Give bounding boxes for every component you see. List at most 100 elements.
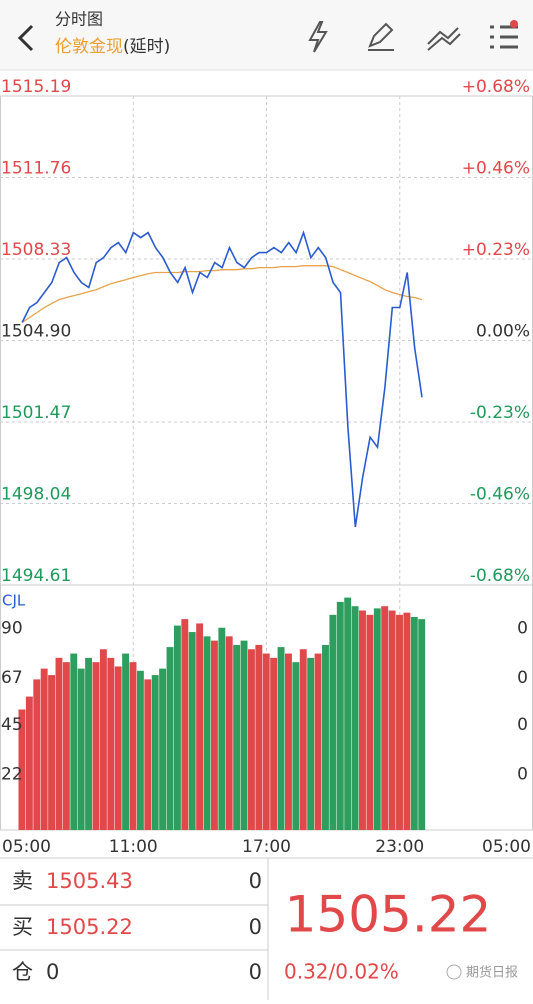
- volume-bar: [366, 614, 374, 830]
- volume-bar: [373, 608, 381, 830]
- volume-bar: [62, 662, 70, 830]
- draw-icon[interactable]: [368, 22, 394, 51]
- volume-bar: [122, 653, 130, 830]
- right-tick-label: 0: [517, 668, 528, 688]
- y-tick-label: 1508.33: [1, 240, 71, 260]
- buy-label: 买: [12, 915, 33, 939]
- volume-label: CJL: [2, 592, 26, 610]
- volume-bar: [307, 657, 315, 830]
- y-tick-label: 45: [1, 715, 23, 735]
- volume-bar: [55, 657, 63, 830]
- right-tick-label: 0: [517, 618, 528, 638]
- position-value: 0: [46, 960, 59, 984]
- y-tick-label: 1504.90: [1, 322, 71, 342]
- y-tick-label: 22: [1, 765, 23, 785]
- instrument-name: 伦敦金现: [55, 37, 123, 57]
- percent-label: +0.68%: [462, 77, 530, 97]
- y-tick-label: 1511.76: [1, 159, 71, 179]
- y-tick-label: 1501.47: [1, 403, 71, 423]
- volume-bar: [388, 610, 396, 830]
- page-subtitle: 分时图: [55, 10, 103, 29]
- right-tick-label: 0: [517, 715, 528, 735]
- volume-bar: [151, 675, 159, 830]
- volume-bar: [322, 644, 329, 830]
- volume-bar: [144, 679, 152, 830]
- volume-bar: [181, 619, 189, 830]
- volume-bar: [159, 668, 167, 830]
- last-price: 1505.22: [285, 886, 492, 944]
- volume-bar: [299, 649, 307, 830]
- flash-icon[interactable]: [308, 21, 328, 53]
- volume-bar: [85, 657, 93, 830]
- y-tick-label: 1498.04: [1, 485, 71, 505]
- volume-bar: [262, 653, 270, 830]
- volume-bar: [270, 657, 278, 830]
- volume-bar: [129, 662, 137, 830]
- volume-bar: [40, 668, 48, 830]
- percent-label: -0.23%: [470, 403, 530, 423]
- back-button[interactable]: [17, 24, 34, 52]
- sell-price: 1505.43: [46, 869, 133, 893]
- x-tick-label: 17:00: [242, 837, 291, 857]
- volume-bar: [203, 636, 211, 830]
- volume-bar: [285, 653, 292, 830]
- y-tick-label: 90: [1, 618, 23, 638]
- volume-bar: [359, 610, 366, 830]
- volume-bar: [403, 612, 411, 830]
- volume-bar: [329, 614, 337, 830]
- volume-bar: [107, 657, 115, 830]
- volume-bar: [166, 647, 174, 830]
- volume-bar: [218, 627, 226, 830]
- volume-bar: [136, 670, 144, 830]
- position-qty: 0: [249, 960, 262, 984]
- volume-bar: [18, 709, 26, 830]
- plot-layer: 05:00 11:00 17:00 23:00 05:00 1515.19 +0.68% 15…: [0, 77, 533, 857]
- average-line: [21, 265, 423, 323]
- position-label: 仓: [12, 960, 33, 984]
- volume-bar: [351, 606, 359, 830]
- volume-bar: [418, 619, 426, 830]
- volume-bar: [396, 614, 403, 830]
- x-tick-label: 05:00: [2, 837, 51, 857]
- menu-icon[interactable]: [490, 25, 518, 49]
- right-tick-label: 0: [517, 765, 528, 785]
- percent-label: -0.68%: [470, 566, 530, 586]
- x-tick-label: 23:00: [375, 837, 424, 857]
- buy-price: 1505.22: [46, 915, 133, 939]
- volume-bar: [48, 675, 56, 830]
- delay-note: (延时): [123, 37, 170, 57]
- watermark-icon: [446, 964, 462, 980]
- sell-qty: 0: [249, 869, 262, 893]
- volume-bar: [255, 644, 263, 830]
- menu-badge: [510, 20, 518, 28]
- volume-bar: [336, 601, 344, 830]
- page-title: 伦敦金现(延时): [55, 37, 170, 57]
- buy-qty: 0: [249, 915, 262, 939]
- x-tick-label: 05:00: [482, 837, 531, 857]
- volume-bar: [114, 666, 122, 830]
- volume-bar: [240, 640, 248, 830]
- volume-bar: [92, 662, 100, 830]
- x-tick-label: 11:00: [109, 837, 158, 857]
- y-tick-label: 1515.19: [1, 77, 71, 97]
- volume-bar: [381, 606, 389, 830]
- y-tick-label: 1494.61: [1, 566, 71, 586]
- volume-bar: [233, 644, 241, 830]
- volume-bar: [277, 647, 285, 830]
- volume-bar: [410, 616, 418, 830]
- volume-bar: [77, 668, 85, 830]
- percent-label: +0.46%: [462, 159, 530, 179]
- volume-bar: [173, 625, 181, 830]
- volume-bar: [210, 640, 218, 830]
- volume-bar: [225, 636, 233, 830]
- volume-bar: [33, 679, 41, 830]
- volume-bar: [99, 649, 107, 830]
- y-tick-label: 67: [1, 668, 23, 688]
- percent-label: -0.46%: [470, 485, 530, 505]
- price-change: 0.32/0.02%: [284, 960, 399, 984]
- volume-bar: [247, 649, 255, 830]
- percent-label: +0.23%: [462, 240, 530, 260]
- indicator-icon[interactable]: [427, 27, 461, 51]
- volume-bar: [70, 653, 78, 830]
